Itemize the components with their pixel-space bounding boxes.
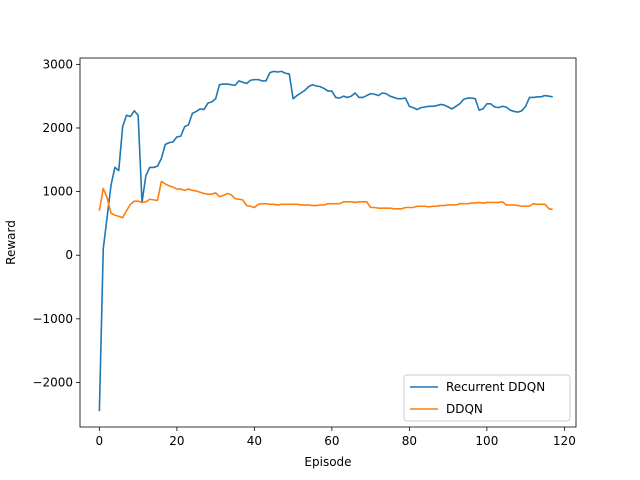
- x-axis: 0 20 40 60 80 100 120: [96, 427, 576, 448]
- x-tick-label: 120: [553, 434, 576, 448]
- legend-box: [403, 374, 571, 422]
- y-axis: −2000 −1000 0 1000 2000 3000: [32, 57, 80, 389]
- y-tick-label: −2000: [32, 375, 73, 389]
- plot-area: [80, 58, 576, 427]
- y-tick-label: 1000: [42, 185, 73, 199]
- plot-frame: [79, 57, 577, 428]
- x-tick-label: 0: [96, 434, 104, 448]
- x-tick-label: 100: [475, 434, 498, 448]
- legend-label: DDQN: [446, 402, 483, 416]
- series-layer: [98, 70, 553, 412]
- y-tick-label: 3000: [42, 57, 73, 71]
- x-tick-label: 20: [169, 434, 184, 448]
- legend: Recurrent DDQN DDQN: [403, 374, 571, 422]
- x-tick-label: 60: [324, 434, 339, 448]
- y-tick-label: 0: [65, 248, 73, 262]
- series-line-recurrent-ddqn: [98, 70, 553, 412]
- legend-label: Recurrent DDQN: [446, 380, 545, 394]
- series-line-ddqn: [98, 180, 553, 219]
- x-tick-label: 40: [247, 434, 262, 448]
- y-tick-label: 2000: [42, 121, 73, 135]
- y-axis-label: Reward: [4, 220, 18, 265]
- x-axis-label: Episode: [304, 455, 351, 469]
- y-tick-label: −1000: [32, 312, 73, 326]
- x-tick-label: 80: [402, 434, 417, 448]
